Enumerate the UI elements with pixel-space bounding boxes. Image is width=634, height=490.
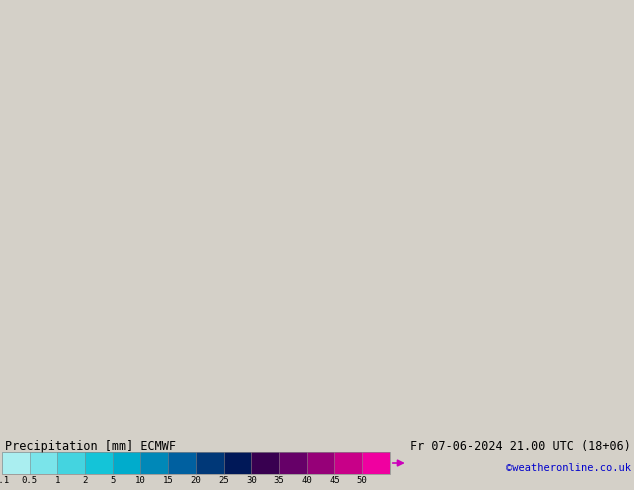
Text: 1: 1 [55, 476, 60, 485]
Bar [251, 452, 279, 474]
Text: 10: 10 [135, 476, 146, 485]
Text: 0.1: 0.1 [0, 476, 10, 485]
Bar [113, 452, 141, 474]
Bar [224, 452, 251, 474]
Bar [2, 452, 390, 474]
Text: 35: 35 [274, 476, 285, 485]
Bar [30, 452, 57, 474]
Text: 50: 50 [357, 476, 368, 485]
Bar [57, 452, 85, 474]
Bar [141, 452, 168, 474]
Text: 30: 30 [246, 476, 257, 485]
Text: 20: 20 [191, 476, 201, 485]
Text: ©weatheronline.co.uk: ©weatheronline.co.uk [506, 463, 631, 473]
Text: 45: 45 [329, 476, 340, 485]
Text: 40: 40 [301, 476, 312, 485]
Bar [307, 452, 335, 474]
Text: Precipitation [mm] ECMWF: Precipitation [mm] ECMWF [5, 440, 176, 453]
Bar [196, 452, 224, 474]
Text: 15: 15 [163, 476, 174, 485]
Text: 0.5: 0.5 [22, 476, 37, 485]
Bar [362, 452, 390, 474]
Bar [335, 452, 362, 474]
Bar [2, 452, 30, 474]
Text: Fr 07-06-2024 21.00 UTC (18+06): Fr 07-06-2024 21.00 UTC (18+06) [410, 440, 631, 453]
Text: 5: 5 [110, 476, 115, 485]
Bar [168, 452, 196, 474]
Bar [85, 452, 113, 474]
Text: 2: 2 [82, 476, 87, 485]
Text: 25: 25 [218, 476, 229, 485]
Bar [279, 452, 307, 474]
